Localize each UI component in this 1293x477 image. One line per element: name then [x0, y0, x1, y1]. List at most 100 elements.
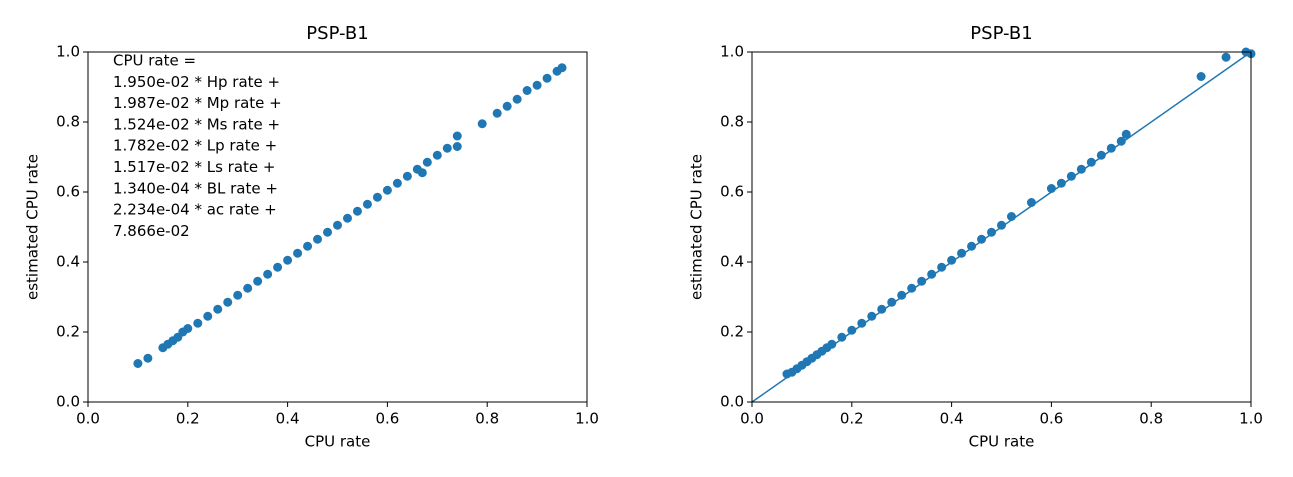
x-tick-label: 0.8 — [475, 410, 499, 428]
annotation-line: 1.524e-02 * Ms rate + — [113, 115, 280, 133]
scatter-point — [532, 80, 542, 90]
scatter-point — [477, 119, 487, 129]
scatter-point — [1026, 198, 1036, 207]
y-tick-label: 0.0 — [56, 393, 80, 411]
scatter-point — [1006, 212, 1016, 221]
scatter-point — [837, 332, 847, 342]
scatter-point — [1066, 171, 1076, 181]
scatter-point — [392, 178, 402, 188]
scatter-point — [417, 168, 427, 178]
scatter-point — [402, 171, 412, 181]
scatter-point — [323, 227, 333, 237]
scatter-point — [502, 101, 512, 111]
scatter-point — [987, 227, 997, 237]
x-tick-label: 0.2 — [176, 410, 200, 428]
scatter-point — [432, 150, 442, 160]
scatter-point — [422, 157, 432, 167]
x-axis-label: CPU rate — [969, 433, 1035, 451]
scatter-point — [927, 269, 937, 279]
scatter-point — [342, 213, 352, 223]
scatter-point — [273, 262, 283, 272]
plot-frame — [751, 51, 1252, 403]
scatter-point — [997, 220, 1006, 230]
scatter-point — [283, 255, 293, 265]
scatter-point — [947, 255, 957, 265]
scatter-point — [977, 234, 987, 244]
scatter-point — [1096, 150, 1106, 160]
y-tick-label: 0.4 — [56, 253, 80, 271]
scatter-point — [452, 131, 462, 141]
scatter-point — [1046, 184, 1056, 193]
x-tick-label: 0.4 — [276, 410, 300, 428]
scatter-point — [867, 311, 877, 321]
y-axis-label: estimated CPU rate — [688, 154, 706, 300]
scatter-point — [253, 276, 263, 286]
y-axis-label: estimated CPU rate — [24, 154, 42, 300]
y-tick-label: 0.8 — [720, 113, 744, 131]
scatter-point — [243, 283, 253, 293]
scatter-point — [213, 304, 223, 314]
x-tick-label: 1.0 — [575, 410, 599, 428]
scatter-point — [303, 241, 313, 251]
scatter-point — [522, 86, 532, 95]
scatter-point — [1196, 72, 1206, 81]
y-tick-label: 0.4 — [720, 253, 744, 271]
y-tick-label: 1.0 — [720, 43, 744, 61]
scatter-point — [362, 199, 372, 209]
scatter-point — [233, 290, 243, 300]
y-tick-label: 0.2 — [56, 323, 80, 341]
annotation-line: 1.340e-04 * BL rate + — [113, 179, 278, 197]
scatter-point — [352, 206, 362, 216]
scatter-point — [557, 63, 567, 73]
y-tick-label: 0.8 — [56, 113, 80, 131]
scatter-point — [887, 297, 897, 307]
scatter-point — [542, 73, 552, 83]
scatter-point — [372, 192, 382, 202]
scatter-point — [1076, 164, 1086, 174]
annotation-line: 1.782e-02 * Lp rate + — [113, 137, 277, 155]
annotation-line: 7.866e-02 — [113, 222, 190, 240]
annotation-line: 1.987e-02 * Mp rate + — [113, 94, 282, 112]
x-tick-label: 0.6 — [375, 410, 399, 428]
scatter-point — [907, 283, 917, 293]
scatter-point — [183, 324, 193, 333]
annotation-line: 1.950e-02 * Hp rate + — [113, 73, 280, 91]
scatter-point — [143, 353, 153, 363]
scatter-point — [877, 304, 887, 314]
scatter-point — [512, 94, 522, 104]
chart-title: PSP-B1 — [306, 23, 368, 44]
scatter-point — [1116, 136, 1126, 146]
scatter-point — [917, 276, 927, 286]
annotation-line: CPU rate = — [113, 52, 196, 70]
chart-title: PSP-B1 — [970, 23, 1032, 44]
scatter-point — [857, 318, 867, 328]
scatter-point — [193, 318, 203, 328]
y-tick-label: 1.0 — [56, 43, 80, 61]
scatter-point — [492, 108, 502, 118]
scatter-point — [333, 220, 342, 230]
y-tick-label: 0.6 — [56, 183, 80, 201]
scatter-point — [847, 325, 857, 335]
scatter-point — [937, 262, 947, 272]
scatter-point — [133, 359, 143, 368]
scatter-point — [313, 234, 323, 244]
x-tick-label: 0.2 — [840, 410, 864, 428]
annotation-line: 1.517e-02 * Ls rate + — [113, 158, 275, 176]
y-tick-label: 0.2 — [720, 323, 744, 341]
y-tick-label: 0.6 — [720, 183, 744, 201]
scatter-point — [452, 142, 462, 151]
scatter-point — [293, 248, 303, 258]
x-tick-label: 0.8 — [1139, 410, 1163, 428]
y-tick-label: 0.0 — [720, 393, 744, 411]
scatter-point — [263, 269, 273, 279]
plot-frame — [87, 51, 588, 403]
x-tick-label: 0.0 — [76, 410, 100, 428]
scatter-point — [382, 185, 392, 195]
x-axis-label: CPU rate — [305, 433, 371, 451]
scatter-point — [203, 311, 213, 321]
scatter-point — [223, 297, 233, 307]
scatter-point — [1106, 143, 1116, 153]
scatter-point — [827, 339, 837, 349]
scatter-point — [897, 290, 907, 300]
